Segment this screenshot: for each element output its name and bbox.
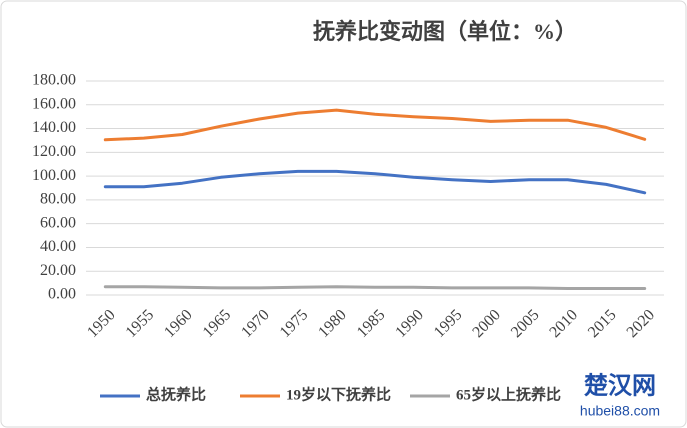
y-tick-label: 100.00 bbox=[32, 167, 76, 184]
watermark-url: hubei88.com bbox=[580, 403, 660, 419]
y-tick-label: 120.00 bbox=[32, 143, 76, 160]
legend-label: 19岁以下抚养比 bbox=[286, 385, 391, 403]
legend-label: 总抚养比 bbox=[146, 385, 206, 403]
watermark-name: 楚汉网 bbox=[584, 373, 656, 400]
series-line bbox=[103, 169, 647, 195]
series-line bbox=[103, 108, 647, 142]
legend-label: 65岁以上抚养比 bbox=[456, 385, 561, 403]
y-tick-label: 0.00 bbox=[48, 286, 76, 303]
series-line bbox=[103, 285, 647, 290]
y-tick-label: 160.00 bbox=[32, 95, 76, 112]
y-tick-label: 80.00 bbox=[40, 191, 76, 208]
y-tick-label: 180.00 bbox=[32, 72, 76, 89]
chart-title: 抚养比变动图（单位：%） bbox=[313, 19, 577, 44]
y-tick-label: 140.00 bbox=[32, 119, 76, 136]
y-tick-label: 20.00 bbox=[40, 262, 76, 279]
y-tick-label: 40.00 bbox=[40, 238, 76, 255]
y-tick-label: 60.00 bbox=[40, 214, 76, 231]
